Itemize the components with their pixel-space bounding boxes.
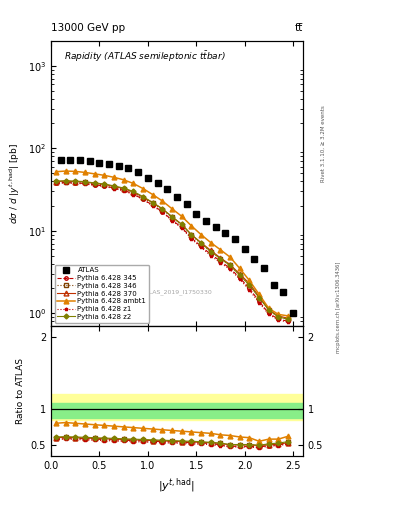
Text: mcplots.cern.ch [arXiv:1306.3436]: mcplots.cern.ch [arXiv:1306.3436] [336, 262, 341, 353]
Text: ATLAS_2019_I1750330: ATLAS_2019_I1750330 [141, 289, 212, 295]
Legend: ATLAS, Pythia 6.428 345, Pythia 6.428 346, Pythia 6.428 370, Pythia 6.428 ambt1,: ATLAS, Pythia 6.428 345, Pythia 6.428 34… [55, 265, 149, 323]
Bar [51, 394, 303, 420]
Text: 13000 GeV pp: 13000 GeV pp [51, 23, 125, 33]
Y-axis label: Ratio to ATLAS: Ratio to ATLAS [16, 358, 25, 424]
X-axis label: $|y^{t,\mathrm{had}}|$: $|y^{t,\mathrm{had}}|$ [158, 476, 195, 495]
Y-axis label: $d\sigma\ /\ d\ |y^{t,\mathrm{had}}|\ [\mathrm{pb}]$: $d\sigma\ /\ d\ |y^{t,\mathrm{had}}|\ [\… [8, 143, 22, 224]
Text: Rivet 3.1.10, ≥ 3.2M events: Rivet 3.1.10, ≥ 3.2M events [320, 105, 325, 182]
Bar [51, 403, 303, 418]
Text: tt̅: tt̅ [294, 23, 303, 33]
Text: Rapidity (ATLAS semileptonic $t\bar{t}$bar): Rapidity (ATLAS semileptonic $t\bar{t}$b… [64, 50, 225, 65]
